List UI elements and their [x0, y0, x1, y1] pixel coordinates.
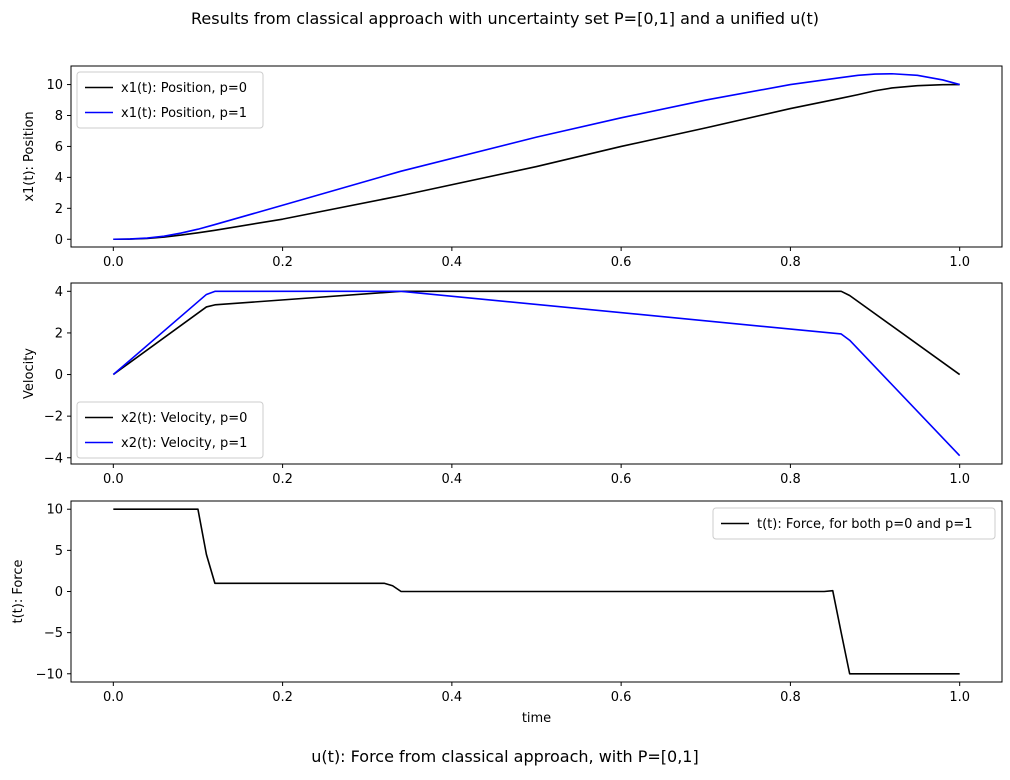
- y-tick-label: 6: [55, 140, 63, 155]
- y-tick-label: 4: [55, 171, 63, 186]
- x-tick-label: 0.4: [442, 690, 463, 705]
- y-tick-label: 10: [46, 78, 63, 93]
- legend-box: [76, 71, 264, 129]
- series-line-2: [112, 290, 961, 457]
- series-line-1: [113, 83, 960, 241]
- x-tick-label: 0.0: [103, 255, 124, 270]
- figure-title: Results from classical approach with unc…: [191, 9, 819, 28]
- x-tick-label: 1.0: [949, 690, 970, 705]
- y-tick-label: −10: [36, 667, 63, 682]
- y-tick-label: 10: [46, 503, 63, 518]
- legend-entry: x1(t): Position, p=1: [121, 106, 247, 121]
- y-axis-label: Velocity: [22, 348, 37, 399]
- axes-frame: [70, 282, 1003, 465]
- legend-entry: x2(t): Velocity, p=0: [121, 411, 247, 426]
- legend-entry: x1(t): Position, p=0: [121, 81, 247, 96]
- x-tick-label: 1.0: [949, 255, 970, 270]
- x-tick-label: 0.2: [272, 690, 293, 705]
- legend: t(t): Force, for both p=0 and p=1: [712, 507, 996, 540]
- subplot-2: 0.0 0.2 0.4 0.6 0.8 1.0 −4 −2 0 2 4 Velocity x2(t): …: [22, 282, 1003, 487]
- x-tick-label: 0.6: [611, 255, 632, 270]
- x-tick-label: 0.4: [442, 255, 463, 270]
- legend-box: [76, 401, 264, 459]
- figure-subtitle: u(t): Force from classical approach, wit…: [311, 747, 699, 766]
- x-tick-label: 0.8: [780, 472, 801, 487]
- y-tick-label: −5: [44, 626, 63, 641]
- y-tick-label: 0: [55, 233, 63, 248]
- y-axis-label: t(t): Force: [11, 559, 26, 623]
- y-tick-label: 2: [55, 326, 63, 341]
- x-tick-label: 0.4: [442, 472, 463, 487]
- legend-box: [712, 507, 996, 540]
- y-tick-label: 2: [55, 202, 63, 217]
- legend-entry: t(t): Force, for both p=0 and p=1: [757, 517, 973, 532]
- x-axis-label: time: [522, 711, 551, 726]
- y-tick-label: 8: [55, 109, 63, 124]
- axes-frame: [70, 65, 1003, 248]
- legend: x1(t): Position, p=0 x1(t): Position, p=1: [76, 71, 264, 129]
- legend: x2(t): Velocity, p=0 x2(t): Velocity, p=1: [76, 401, 264, 459]
- x-tick-label: 0.2: [272, 255, 293, 270]
- x-tick-label: 0.8: [780, 690, 801, 705]
- y-axis-label: x1(t): Position: [22, 111, 37, 201]
- x-tick-label: 0.6: [611, 690, 632, 705]
- subplot-1: 0.0 0.2 0.4 0.6 0.8 1.0 0 2 4 6 8 10 x1(t): Position…: [22, 65, 1003, 270]
- x-tick-label: 0.2: [272, 472, 293, 487]
- y-tick-label: 5: [55, 544, 63, 559]
- y-tick-label: −2: [44, 410, 63, 425]
- y-tick-label: 4: [55, 285, 63, 300]
- x-tick-label: 0.0: [103, 690, 124, 705]
- x-tick-label: 0.6: [611, 472, 632, 487]
- x-tick-label: 1.0: [949, 472, 970, 487]
- legend-entry: x2(t): Velocity, p=1: [121, 436, 247, 451]
- y-tick-label: 0: [55, 585, 63, 600]
- x-tick-label: 0.8: [780, 255, 801, 270]
- series-line-2: [113, 72, 960, 241]
- x-tick-label: 0.0: [103, 472, 124, 487]
- y-tick-label: 0: [55, 368, 63, 383]
- y-tick-label: −4: [44, 451, 63, 466]
- series-line-1: [113, 508, 960, 675]
- subplot-3: 0.0 0.2 0.4 0.6 0.8 1.0 10 5 0 −5 −10 t(t): Force ti…: [11, 500, 1003, 726]
